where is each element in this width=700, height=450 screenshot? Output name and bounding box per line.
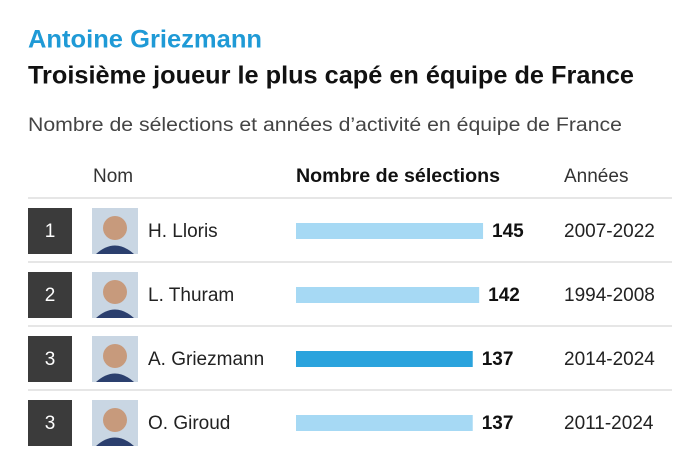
photo-face	[103, 280, 127, 304]
value-label: 137	[482, 349, 514, 370]
column-header: Années	[564, 166, 628, 187]
player-name: O. Giroud	[148, 413, 230, 434]
rank-box	[28, 272, 72, 318]
rank: 1	[45, 221, 56, 242]
value-label: 142	[488, 285, 520, 306]
bar	[296, 287, 480, 303]
bar	[296, 351, 473, 367]
rank: 3	[45, 413, 56, 434]
years: 1994-2008	[564, 285, 655, 306]
value-label: 145	[492, 221, 524, 242]
years: 2011-2024	[564, 413, 654, 434]
rank-box	[28, 208, 72, 254]
photo-face	[103, 344, 127, 368]
rank: 3	[45, 349, 56, 370]
photo-face	[103, 408, 127, 432]
photo-body	[96, 373, 134, 382]
column-header: Nombre de sélections	[296, 166, 500, 187]
player-name: L. Thuram	[148, 285, 234, 306]
rank-box	[28, 400, 72, 446]
bar	[296, 415, 473, 431]
years: 2014-2024	[564, 349, 655, 370]
rank: 2	[45, 285, 56, 306]
value-label: 137	[482, 413, 514, 434]
photo-body	[96, 437, 134, 446]
column-header: Nom	[93, 166, 133, 187]
kicker: Antoine Griezmann	[28, 26, 262, 54]
photo-body	[96, 245, 134, 254]
chart-subtitle: Nombre de sélections et années d’activit…	[28, 115, 622, 136]
years: 2007-2022	[564, 221, 655, 242]
bar	[296, 223, 484, 239]
photo-body	[96, 309, 134, 318]
chart-title: Troisième joueur le plus capé en équipe …	[28, 62, 634, 90]
photo-face	[103, 216, 127, 240]
player-name: H. Lloris	[148, 221, 218, 242]
rank-box	[28, 336, 72, 382]
player-name: A. Griezmann	[148, 349, 264, 370]
